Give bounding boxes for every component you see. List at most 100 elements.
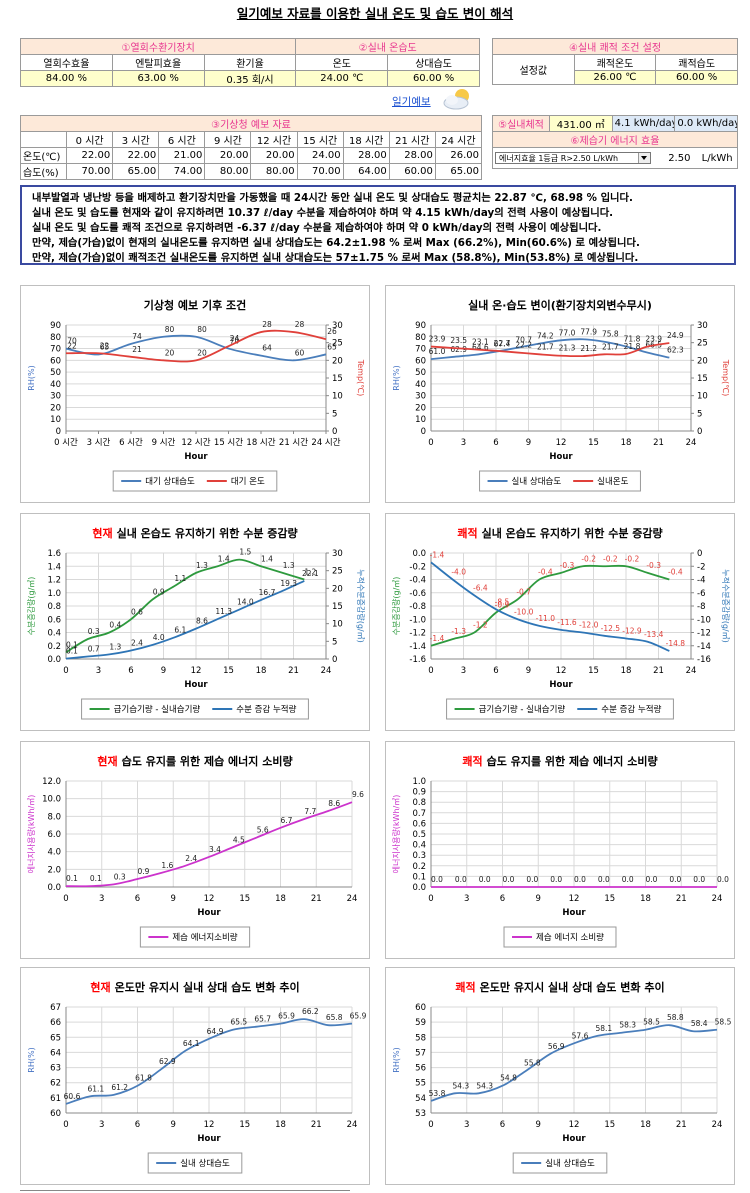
- y-tick-label: 57: [415, 1048, 426, 1058]
- legend: 제습 에너지 소비량: [503, 926, 617, 948]
- col-header: 쾌적습도: [655, 54, 738, 71]
- chart: 현재 온도만 유지시 실내 상대 습도 변화 추이6061626364656667…: [20, 967, 370, 1185]
- cell: 80.00: [204, 163, 252, 180]
- y-axis-label: RH(%): [27, 1047, 36, 1072]
- data-label: 54.3: [476, 1081, 493, 1090]
- legend-box: [512, 1152, 608, 1174]
- y2-tick-label: -10: [697, 615, 711, 625]
- data-label: 0.1: [66, 640, 78, 649]
- chart-frame: [385, 741, 735, 959]
- col-header: 0 시간: [66, 131, 114, 148]
- x-tick-label: 24: [321, 666, 332, 676]
- x-tick-label: 15 시간: [214, 437, 243, 448]
- data-label: -1.2: [473, 621, 488, 630]
- y2-tick-label: 0: [697, 549, 702, 559]
- x-tick-label: 12 시간: [181, 437, 210, 448]
- data-label: 1.3: [109, 642, 121, 651]
- y2-axis-label: 누적수분증감량(g/㎥): [721, 569, 731, 643]
- data-label: 0.0: [574, 875, 586, 884]
- legend: 급기습기량 - 실내습기량 수분 증감 누적량: [81, 698, 309, 720]
- data-label: 61.8: [135, 1074, 152, 1083]
- data-label: 58.8: [667, 1013, 684, 1022]
- legend-box: [479, 470, 641, 492]
- y-tick-label: 62: [50, 1079, 61, 1089]
- x-tick-label: 0: [428, 666, 433, 676]
- data-label: -12.9: [622, 626, 642, 635]
- data-label: -0.2: [581, 554, 596, 563]
- y-tick-label: 0.9: [412, 788, 426, 798]
- y2-tick-label: -12: [697, 629, 711, 639]
- data-label: 22.7: [494, 339, 511, 348]
- x-tick-label: 21: [653, 438, 664, 448]
- y-tick-label: 1.0: [47, 589, 61, 599]
- summary-line: 만약, 제습(가습)없이 현재의 실내온도를 유지하면 실내 상대습도는 64.…: [32, 237, 640, 249]
- y-tick-label: 0.4: [47, 629, 61, 639]
- chart-title-text: 온도만 유지시 실내 상대 습도 변화 추이: [480, 980, 665, 994]
- data-label: 77.0: [559, 328, 576, 337]
- data-label: 0.0: [455, 875, 467, 884]
- col-header: 6 시간: [158, 131, 206, 148]
- y-tick-label: 53: [415, 1109, 426, 1119]
- cell: 28.00: [388, 147, 436, 164]
- data-label: 60: [295, 348, 305, 357]
- series-line: [430, 342, 670, 358]
- data-label: 0.4: [109, 621, 121, 630]
- y-tick-label: 30: [50, 392, 61, 402]
- chart-title: 쾌적 습도 유지를 위한 제습 에너지 소비량: [462, 754, 657, 768]
- data-label: 58.5: [643, 1018, 660, 1027]
- y-tick-label: 1.0: [412, 777, 426, 787]
- data-label: 56.9: [548, 1042, 565, 1051]
- legend: 실내 상대습도: [512, 1152, 608, 1174]
- data-label: -6.4: [473, 583, 488, 592]
- efficiency-dropdown[interactable]: 에너지효율 1등급 R>2.50 L/kWh: [495, 152, 651, 164]
- data-label: -12.5: [601, 624, 621, 633]
- y-tick-label: 12.0: [42, 777, 61, 787]
- cell: 70.00: [296, 163, 344, 180]
- y2-tick-label: 30: [332, 549, 343, 559]
- y2-tick-label: 5: [332, 409, 337, 419]
- y-tick-label: 10.0: [42, 795, 61, 805]
- y-tick-label: 50: [415, 368, 426, 378]
- efficiency-value: 2.50: [668, 152, 691, 164]
- col-header: 18 시간: [342, 131, 390, 148]
- x-tick-label: 12: [569, 1120, 580, 1130]
- cell: 65.00: [434, 163, 483, 180]
- y-axis-label: 에너지사용량(kWh/㎥): [26, 795, 36, 874]
- data-label: 71.8: [624, 334, 641, 343]
- legend-label: 급기습기량 - 실내습기량: [114, 704, 201, 715]
- x-tick-label: 24 시간: [311, 437, 340, 448]
- data-label: 70: [67, 337, 77, 346]
- dropdown-arrow[interactable]: [638, 153, 650, 163]
- cell: 21.00: [158, 147, 206, 164]
- table-title: ⑥제습기 에너지 효율: [492, 131, 738, 148]
- summary-line: 실내 온도 및 습도를 쾌적 조건으로 유지하려면 -6.37 ℓ/day 수분…: [32, 222, 602, 234]
- x-tick-label: 9: [536, 1120, 541, 1130]
- x-axis-label: Hour: [197, 908, 221, 918]
- y-tick-label: 80: [50, 333, 61, 343]
- col-header: 열회수효율: [20, 54, 113, 71]
- data-label: -0.9: [495, 601, 510, 610]
- data-label: 24.9: [667, 331, 684, 340]
- chart-title-text: 실내 온습도 유지하기 위한 수분 증감량: [117, 526, 298, 540]
- y-tick-label: 59: [415, 1018, 426, 1028]
- series-line: [430, 564, 670, 647]
- data-label: 65.7: [254, 1015, 271, 1024]
- x-tick-label: 0 시간: [54, 437, 78, 448]
- summary-line: 내부발열과 냉난방 등을 배제하고 환기장치만을 가동했을 때 24시간 동안 …: [32, 192, 633, 204]
- forecast-link[interactable]: 일기예보: [392, 96, 431, 108]
- x-tick-label: 15: [223, 666, 234, 676]
- data-label: -0.2: [625, 554, 640, 563]
- x-tick-label: 9: [526, 666, 531, 676]
- data-label: 80: [197, 325, 207, 334]
- y2-tick-label: 30: [332, 321, 343, 331]
- y-tick-label: 58: [415, 1033, 426, 1043]
- x-tick-label: 0: [63, 666, 68, 676]
- data-label: 0.3: [88, 627, 100, 636]
- data-label: 23.1: [472, 337, 489, 346]
- data-label: 74: [132, 332, 142, 341]
- page-title: 일기예보 자료를 이용한 실내 온도 및 습도 변이 해석: [236, 6, 514, 21]
- chart-title-highlight: 쾌적: [457, 526, 477, 540]
- col-header: 쾌적온도: [573, 54, 657, 71]
- cell: 70.00: [66, 163, 114, 180]
